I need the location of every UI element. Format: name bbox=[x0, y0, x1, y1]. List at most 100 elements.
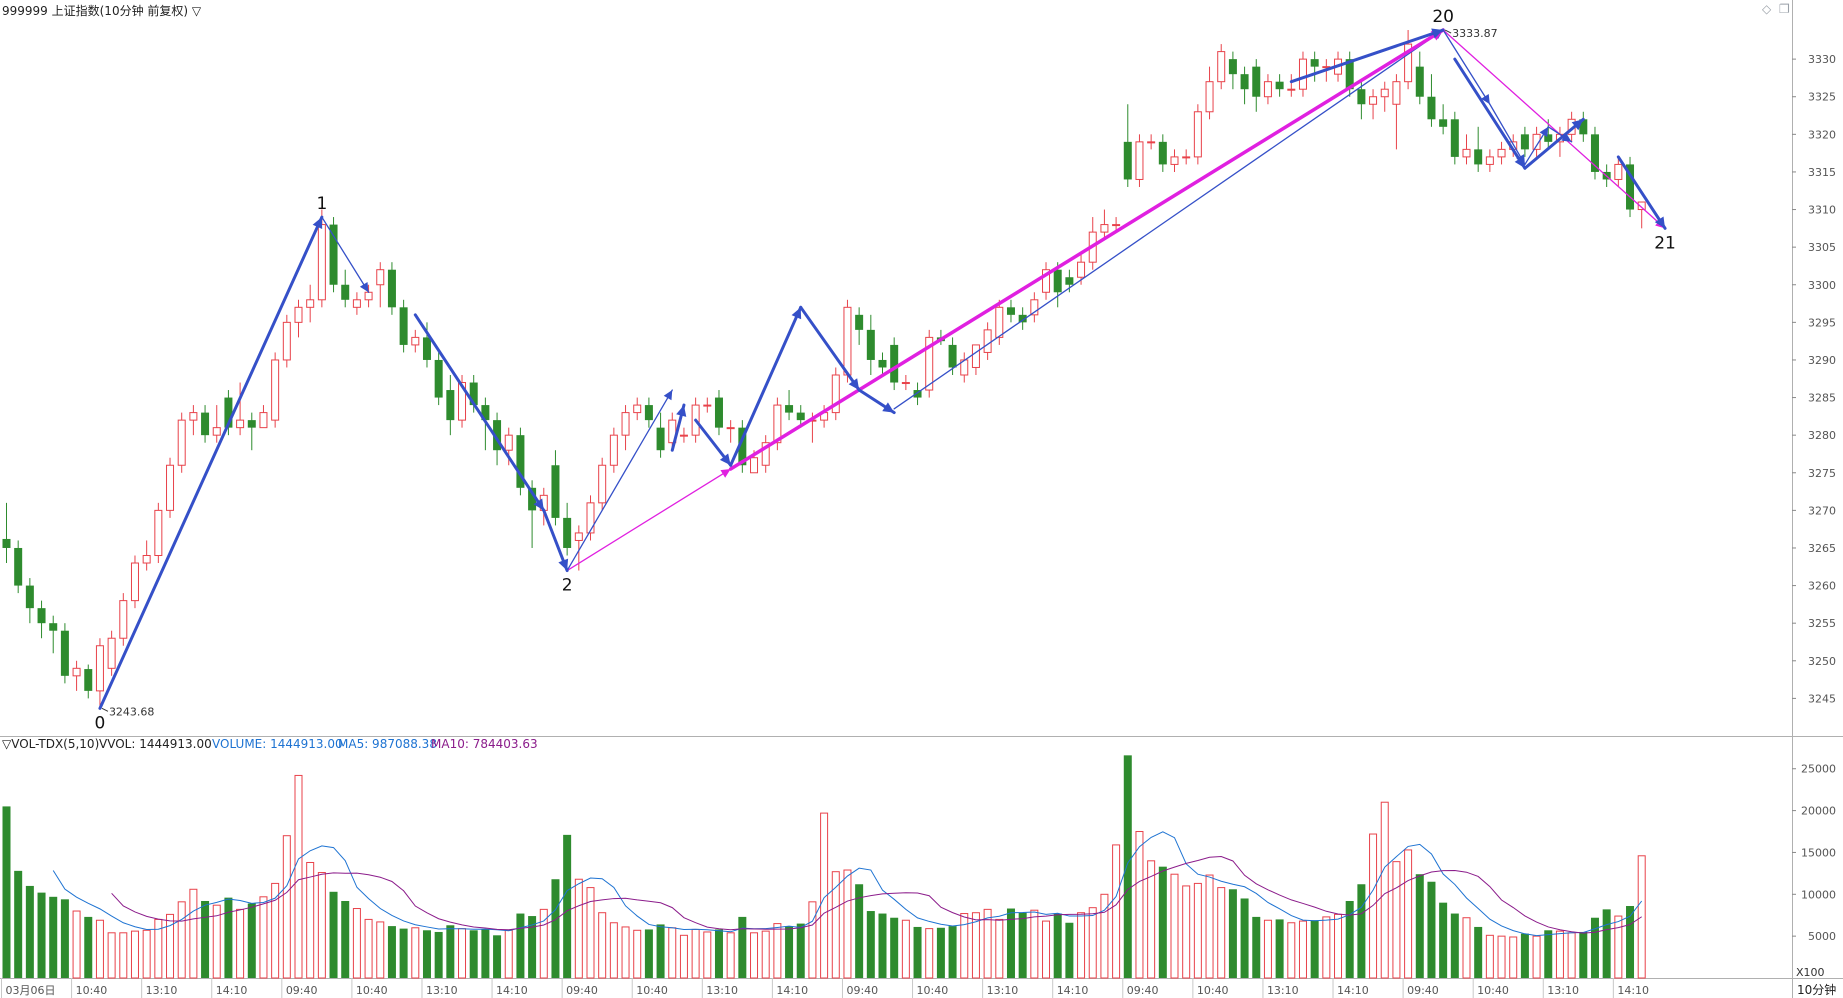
price-tick-label: 3315 bbox=[1808, 166, 1836, 179]
volume-bar bbox=[925, 928, 934, 979]
time-tick-label: 10:40 bbox=[636, 984, 668, 997]
candle-body bbox=[25, 585, 34, 609]
wave-line-blue-thick-arrow bbox=[533, 498, 544, 511]
time-tick-label: 14:10 bbox=[776, 984, 808, 997]
candle-body bbox=[1626, 164, 1635, 210]
volume-bar bbox=[1287, 922, 1296, 979]
extreme-value-label: 3333.87 bbox=[1452, 27, 1498, 40]
volume-bar bbox=[913, 926, 922, 978]
wave-line-blue-thick-arrow bbox=[848, 378, 860, 391]
volume-bar bbox=[644, 929, 653, 978]
candle-body bbox=[983, 329, 992, 353]
volume-bar bbox=[95, 919, 104, 979]
candle-body bbox=[1369, 96, 1378, 105]
volume-bar bbox=[1544, 930, 1553, 978]
wave-line-blue-thick bbox=[1523, 117, 1585, 170]
wave-line-blue-thin-arrow bbox=[359, 282, 369, 293]
volume-bar bbox=[1042, 920, 1051, 979]
wave-line-blue-thin-arrow bbox=[1481, 94, 1490, 105]
time-tick-label: 09:40 bbox=[566, 984, 598, 997]
candle-body bbox=[1100, 224, 1109, 233]
volume-bar bbox=[411, 927, 420, 979]
volume-bar bbox=[1567, 932, 1576, 979]
diamond-icon[interactable]: ◇ bbox=[1762, 2, 1772, 16]
candle-body bbox=[656, 427, 665, 451]
candle-body bbox=[738, 427, 747, 466]
candle-body bbox=[1427, 96, 1436, 120]
candle-body bbox=[1520, 134, 1529, 150]
price-tick-label: 3275 bbox=[1808, 467, 1836, 480]
candle-body bbox=[1263, 81, 1272, 98]
volume-bar bbox=[271, 882, 280, 979]
restore-window-icon[interactable]: ❐ bbox=[1779, 2, 1790, 16]
volume-bar bbox=[983, 908, 992, 979]
volume-bar bbox=[1520, 933, 1529, 978]
candle-body bbox=[1217, 51, 1226, 83]
candle-body bbox=[1532, 133, 1541, 150]
wave-line-magenta-thin bbox=[1442, 29, 1666, 229]
candle-body bbox=[726, 427, 735, 430]
candle-body bbox=[1275, 81, 1284, 90]
volume-bar bbox=[14, 870, 23, 978]
price-tick-label: 3330 bbox=[1808, 53, 1836, 66]
candle-body bbox=[1579, 119, 1588, 135]
period-label[interactable]: 10分钟 bbox=[1797, 983, 1837, 997]
volume-bar bbox=[317, 872, 326, 979]
wave-line-blue-thick bbox=[799, 305, 861, 392]
candle-body bbox=[750, 457, 759, 474]
candle-body bbox=[1205, 81, 1214, 113]
volume-bar bbox=[1590, 917, 1599, 978]
volume-bar bbox=[469, 930, 478, 978]
candle-body bbox=[1112, 224, 1121, 227]
price-tick-label: 3285 bbox=[1808, 392, 1836, 405]
candle-body bbox=[609, 434, 618, 466]
wave-line-blue-thin bbox=[566, 389, 673, 572]
volume-bar bbox=[1334, 913, 1343, 979]
wave-line-blue-thick-arrow bbox=[1654, 216, 1666, 229]
volume-bar bbox=[1404, 849, 1413, 979]
candle-body bbox=[1123, 141, 1132, 180]
volume-bar bbox=[971, 912, 980, 979]
candle-body bbox=[714, 397, 723, 428]
wave-line-magenta-thick bbox=[728, 28, 1445, 471]
time-tick-label: 10:40 bbox=[1477, 984, 1509, 997]
volume-bar bbox=[714, 929, 723, 978]
candle-body bbox=[773, 404, 782, 444]
volume-bar bbox=[1497, 935, 1506, 979]
scale-label: X100 bbox=[1796, 966, 1825, 979]
candle-body bbox=[679, 434, 688, 437]
wave-line-blue-thin bbox=[321, 216, 370, 293]
volume-bar bbox=[1485, 934, 1494, 979]
volume-bar bbox=[25, 885, 34, 978]
candle-body bbox=[1006, 307, 1015, 315]
indicator-name[interactable]: ▽VOL-TDX(5,10) bbox=[2, 737, 100, 751]
volume-bar bbox=[656, 924, 665, 978]
volume-bar bbox=[960, 913, 969, 979]
candle-body bbox=[1298, 58, 1307, 90]
candle-body bbox=[458, 382, 467, 421]
volume-bar bbox=[1532, 935, 1541, 979]
time-tick-label: 14:10 bbox=[1057, 984, 1089, 997]
wave-line-blue-thin-arrow bbox=[663, 390, 673, 401]
volume-bar bbox=[843, 869, 852, 979]
volume-bar bbox=[282, 835, 291, 979]
volume-bar bbox=[1462, 917, 1471, 979]
candle-body bbox=[271, 359, 280, 421]
candle-body bbox=[282, 321, 291, 361]
volume-bar bbox=[1182, 885, 1191, 979]
candle-body bbox=[189, 412, 198, 421]
volume-bar bbox=[936, 927, 945, 978]
candle-body bbox=[14, 547, 23, 586]
volume-bar bbox=[855, 884, 864, 978]
time-tick-label: 09:40 bbox=[1407, 984, 1439, 997]
volume-bar bbox=[761, 930, 770, 979]
candle-body bbox=[1450, 119, 1459, 157]
volume-bar bbox=[1147, 860, 1156, 979]
candle-body bbox=[411, 336, 420, 346]
volume-ma10-line bbox=[111, 856, 1642, 934]
chart-title[interactable]: 999999 上证指数(10分钟 前复权) ▽ bbox=[2, 4, 202, 18]
candle-body bbox=[551, 465, 560, 518]
volume-bar bbox=[1100, 893, 1109, 979]
volume-bar bbox=[1065, 922, 1074, 978]
